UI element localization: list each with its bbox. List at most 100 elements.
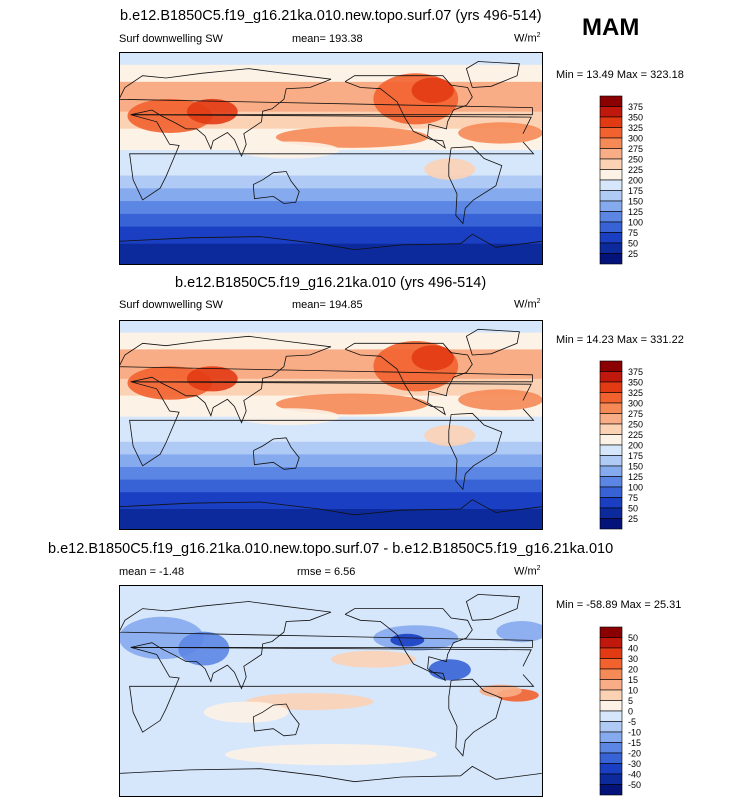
colorbar-box: [599, 423, 623, 435]
colorbar-tick-label: 250: [628, 155, 643, 165]
colorbar-box: [599, 413, 623, 425]
field-blob: [458, 389, 543, 411]
colorbar-box: [599, 221, 623, 233]
field-band: [119, 509, 543, 530]
colorbar-box: [599, 455, 623, 467]
colorbar-tick-label: 225: [628, 430, 643, 440]
panel1-variable: Surf downwelling SW: [119, 33, 223, 45]
colorbar-box: [599, 497, 623, 509]
colorbar-box: [599, 679, 623, 691]
colorbar-box: [599, 127, 623, 139]
colorbar-tick-label: 275: [628, 409, 643, 419]
colorbar-box: [599, 637, 623, 649]
colorbar-tick-label: 375: [628, 102, 643, 112]
field-blob: [331, 650, 416, 668]
field-blob: [424, 158, 476, 180]
colorbar-tick-label: -40: [628, 770, 641, 780]
panel3-min-max: Min = -58.89 Max = 25.31: [556, 599, 682, 611]
coastline: [448, 412, 503, 491]
panel2-min-max: Min = 14.23 Max = 331.22: [556, 334, 684, 346]
colorbar-box: [599, 763, 623, 775]
field-blob: [203, 701, 289, 723]
colorbar-tick-label: 325: [628, 388, 643, 398]
colorbar-box: [599, 200, 623, 212]
coastline: [448, 146, 503, 225]
colorbar-box: [599, 647, 623, 659]
colorbar-box: [599, 518, 623, 530]
colorbar-tick-label: -50: [628, 780, 641, 790]
colorbar-box: [599, 507, 623, 519]
colorbar-box: [599, 700, 623, 712]
colorbar-box: [599, 116, 623, 128]
field-band: [119, 467, 543, 481]
field-blob: [411, 77, 454, 104]
coastline: [119, 68, 533, 158]
colorbar-box: [599, 752, 623, 764]
colorbar-box: [599, 721, 623, 733]
colorbar-box: [599, 486, 623, 498]
colorbar-box: [599, 626, 623, 638]
colorbar-box: [599, 444, 623, 456]
colorbar-tick-label: 175: [628, 186, 643, 196]
panel2-variable: Surf downwelling SW: [119, 299, 223, 311]
colorbar-box: [599, 476, 623, 488]
colorbar-tick-label: 175: [628, 451, 643, 461]
coastline: [119, 765, 542, 783]
colorbar-tick-label: 200: [628, 441, 643, 451]
coastline: [252, 171, 300, 204]
field-band: [119, 175, 543, 189]
field-band: [119, 213, 543, 228]
colorbar-box: [599, 668, 623, 680]
colorbar-box: [599, 95, 623, 107]
colorbar-tick-label: -20: [628, 749, 641, 759]
coastline: [465, 328, 520, 356]
map-frame: [119, 585, 543, 797]
coastline: [119, 335, 533, 424]
colorbar-box: [599, 253, 623, 265]
panel1-mean: mean= 193.38: [292, 33, 363, 45]
colorbar-box: [599, 784, 623, 796]
field-band: [119, 332, 543, 350]
colorbar-tick-label: -10: [628, 728, 641, 738]
colorbar-box: [599, 148, 623, 160]
colorbar-tick-label: 25: [628, 249, 638, 259]
map-frame: [119, 320, 543, 530]
colorbar-tick-label: 225: [628, 165, 643, 175]
field-band: [119, 243, 543, 265]
colorbar-box: [599, 169, 623, 181]
colorbar-box: [599, 658, 623, 670]
field-blob: [411, 345, 454, 371]
colorbar-box: [599, 179, 623, 191]
field-band: [119, 441, 543, 455]
field-blob: [479, 684, 522, 698]
colorbar-tick-label: 30: [628, 654, 638, 664]
colorbar-tick-label: 50: [628, 504, 638, 514]
colorbar-tick-label: 350: [628, 378, 643, 388]
colorbar-tick-label: 375: [628, 367, 643, 377]
map-frame: [119, 52, 543, 265]
field-blob: [428, 659, 471, 681]
colorbar-tick-label: 50: [628, 633, 638, 643]
panel1-map: [119, 52, 543, 265]
colorbar-tick-label: -30: [628, 759, 641, 769]
colorbar-tick-label: 0: [628, 707, 633, 717]
colorbar-tick-label: 275: [628, 144, 643, 154]
colorbar-box: [599, 381, 623, 393]
coastline: [119, 601, 533, 690]
coastline: [344, 342, 473, 416]
colorbar-tick-label: 100: [628, 483, 643, 493]
field-band: [119, 320, 543, 334]
coastline: [119, 233, 542, 251]
colorbar-tick-label: 75: [628, 493, 638, 503]
coastline: [448, 678, 503, 757]
field-band: [119, 454, 543, 468]
colorbar-tick-label: -15: [628, 738, 641, 748]
colorbar-box: [599, 392, 623, 404]
field-blob: [237, 141, 340, 159]
colorbar-tick-label: 150: [628, 197, 643, 207]
colorbar-tick-label: 75: [628, 228, 638, 238]
colorbar-tick-label: 100: [628, 218, 643, 228]
field-band: [119, 479, 543, 493]
colorbar-tick-label: 200: [628, 176, 643, 186]
